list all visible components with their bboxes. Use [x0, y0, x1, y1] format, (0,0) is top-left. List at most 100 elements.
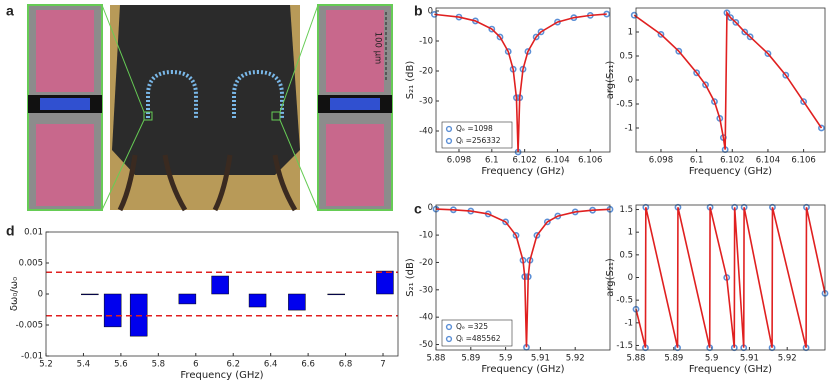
bar [248, 293, 267, 308]
plot-frame [635, 7, 826, 153]
y-tick-label: 1.5 [619, 205, 633, 215]
y-tick-label: -20 [419, 67, 433, 77]
chip [112, 5, 300, 175]
y-tick-label: 0.5 [619, 250, 633, 260]
data-point [782, 71, 790, 79]
data-point [537, 28, 545, 36]
x-tick-label: 6.102 [720, 156, 744, 166]
data-point [488, 25, 496, 33]
data-point [727, 14, 734, 21]
y-tick-label: -1 [625, 318, 633, 328]
legend-label: Qₑ =325 [456, 322, 488, 331]
y-tick-label: -10 [419, 37, 433, 47]
y-tick-label: -30 [419, 97, 433, 107]
data-point [764, 50, 772, 57]
y-tick-label: 0 [628, 76, 633, 86]
y-tick-label: 1 [628, 28, 633, 38]
panel-label: a [6, 3, 14, 19]
y-tick-label: 0 [38, 290, 43, 300]
data-point [702, 81, 709, 89]
x-axis-label: Frequency (GHz) [180, 370, 263, 381]
plot-frame [635, 204, 826, 351]
bar [327, 293, 345, 296]
x-tick-label: 6.1 [485, 156, 499, 166]
x-tick-label: 5.9 [499, 354, 513, 364]
y-tick-label: -1.5 [616, 341, 633, 351]
y-tick-label: 1 [628, 228, 633, 238]
x-axis-label: Frequency (GHz) [689, 364, 772, 375]
legend-label: Qᵢ =485562 [456, 334, 501, 343]
x-tick-label: 5.8 [152, 360, 166, 370]
bar [178, 293, 197, 305]
x-tick-label: 6.098 [447, 156, 471, 166]
data-point [800, 98, 808, 105]
x-tick-label: 5.9 [705, 354, 719, 364]
x-tick-label: 5.89 [461, 354, 480, 364]
inductor [330, 98, 380, 110]
x-tick-label: 5.88 [427, 354, 446, 364]
bar [81, 293, 99, 296]
data-point [657, 31, 665, 38]
data-point [675, 47, 683, 55]
plot-frame [435, 7, 611, 153]
data-point [502, 218, 509, 226]
zoom-lines [101, 4, 319, 211]
y-tick-label: -40 [419, 127, 433, 137]
data-point [818, 124, 825, 132]
data-point [630, 11, 638, 19]
data-point [532, 33, 540, 41]
capacitor-pad [36, 124, 94, 206]
zoom-box [271, 111, 281, 121]
y-tick-label: -40 [419, 313, 433, 323]
x-tick-label: 6 [193, 360, 198, 370]
data-point [732, 18, 740, 26]
panel-label: b [414, 3, 423, 19]
x-axis-label: Frequency (GHz) [689, 166, 772, 177]
capacitor-pad [36, 10, 94, 92]
x-tick-label: 6.104 [756, 156, 780, 166]
y-tick-label: -50 [419, 340, 433, 350]
legend-marker [445, 335, 453, 343]
legend-label: Qₑ =1098 [456, 124, 493, 133]
bar [103, 293, 122, 328]
x-tick-label: 6.102 [512, 156, 536, 166]
fit-line [633, 10, 823, 150]
y-axis-label: arg(S₂₁) [605, 258, 616, 297]
y-axis-label: δω₀/ω₀ [9, 277, 20, 311]
bar [211, 275, 229, 295]
x-tick-label: 5.4 [77, 360, 91, 370]
y-tick-label: -20 [419, 258, 433, 268]
resonators [146, 69, 284, 118]
x-tick-label: 5.92 [566, 354, 585, 364]
y-tick-label: 0.005 [19, 259, 43, 269]
capacitor-pad [326, 10, 384, 92]
capacitor-pad [326, 124, 384, 206]
legend-marker [445, 125, 453, 133]
data-point [496, 33, 504, 41]
y-tick-label: 0 [428, 203, 433, 213]
x-tick-label: 6.098 [649, 156, 673, 166]
y-axis-label: S₂₁ (dB) [405, 258, 416, 297]
data-point [543, 218, 551, 226]
y-tick-label: -0.5 [616, 100, 633, 110]
bond-wires [117, 154, 298, 212]
x-tick-label: 7 [380, 360, 385, 370]
legend-box [441, 121, 513, 149]
x-tick-label: 5.89 [664, 354, 683, 364]
x-axis-label: Frequency (GHz) [481, 166, 564, 177]
inductor [40, 98, 90, 110]
fit-line [635, 207, 826, 348]
photo-panel: 100 μm [27, 4, 393, 212]
x-tick-label: 5.2 [39, 360, 53, 370]
data-point [746, 33, 754, 41]
y-tick-label: -30 [419, 285, 433, 295]
x-tick-label: 5.91 [531, 354, 550, 364]
x-tick-label: 6.106 [578, 156, 602, 166]
x-tick-label: 6.1 [690, 156, 704, 166]
x-tick-label: 6.4 [264, 360, 278, 370]
x-tick-label: 6.6 [301, 360, 315, 370]
fit-line [435, 208, 611, 348]
y-tick-label: -0.005 [16, 321, 43, 331]
legend-marker [445, 137, 453, 145]
